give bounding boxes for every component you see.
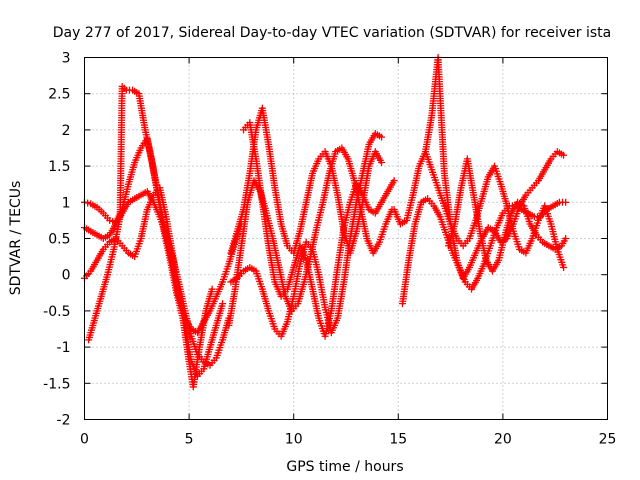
x-tick-label: 20 — [494, 432, 512, 448]
data-point — [562, 198, 570, 206]
x-axis-label: GPS time / hours — [286, 459, 403, 475]
y-tick-label: 1 — [62, 195, 71, 211]
y-tick-label: 2.5 — [48, 87, 70, 103]
data-point — [390, 177, 398, 185]
series-track-8 — [239, 119, 398, 340]
series-track-5 — [225, 144, 396, 329]
y-tick-label: -1.5 — [43, 376, 70, 392]
x-tick-label: 15 — [389, 432, 407, 448]
series-track-4 — [85, 82, 216, 391]
y-tick-label: 1.5 — [48, 159, 70, 175]
series-track-9 — [390, 54, 568, 282]
data-point — [208, 285, 216, 293]
x-tick-label: 10 — [285, 432, 303, 448]
y-tick-label: -1 — [57, 340, 71, 356]
y-tick-label: -0.5 — [43, 304, 70, 320]
data-point — [106, 216, 114, 224]
y-tick-label: 0.5 — [48, 232, 70, 248]
data-points — [81, 54, 570, 391]
y-tick-label: 0 — [62, 268, 71, 284]
x-tick-label: 0 — [80, 432, 89, 448]
data-point — [560, 263, 568, 271]
data-point — [378, 158, 386, 166]
chart-title: Day 277 of 2017, Sidereal Day-to-day VTE… — [53, 25, 611, 41]
y-tick-label: -2 — [57, 413, 71, 429]
data-point — [562, 235, 570, 242]
y-tick-label: 2 — [62, 123, 71, 139]
series-track-11 — [421, 148, 568, 271]
series-track-3 — [81, 184, 227, 380]
data-point — [560, 151, 568, 159]
axis-ticks: 0 5 10 15 20 25 -2 -1.5 -1 -0.5 0 0.5 1 1.5 2 2.5 3 — [43, 51, 616, 448]
x-tick-label: 5 — [185, 432, 194, 448]
data-point — [219, 300, 227, 308]
x-tick-label: 25 — [599, 432, 617, 448]
series-track-10 — [398, 195, 570, 308]
data-point — [378, 133, 386, 141]
plot-frame — [84, 57, 608, 420]
y-axis-label: SDTVAR / TECUs — [8, 181, 24, 296]
series-track-12 — [445, 155, 570, 275]
y-tick-label: 3 — [62, 51, 71, 67]
data-point-fill — [84, 199, 92, 207]
